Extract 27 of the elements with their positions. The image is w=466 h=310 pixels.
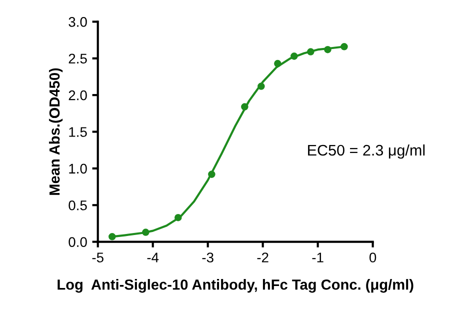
point [307,48,314,56]
y-tick-label: 0.0 [68,237,87,247]
annotation: EC50 = 2.3 μg/ml [308,144,425,159]
x-tick-label: 0 [369,252,376,262]
x-axis-title: Log Anti-Siglec-10 Antibody, hFc Tag Conc. (μg/ml) [58,279,414,293]
x-tick-label: -5 [92,252,104,262]
point [324,46,332,54]
point [142,228,150,236]
y-axis-title: Mean Abs.(OD450) [48,68,63,195]
point [258,82,265,90]
x-tick-label: -3 [202,252,214,262]
y-tick-label: 0.5 [68,200,87,210]
x-tick-label: -1 [312,252,324,262]
point [290,52,298,60]
y-tick-label: 2.5 [68,54,87,64]
point [108,233,116,240]
y-tick-label: 1.5 [69,127,87,137]
x-tick-label: -2 [257,252,268,262]
y-tick-label: 1.0 [69,164,87,174]
point [340,43,348,50]
point [208,170,216,178]
y-tick-label: 3.0 [68,17,87,27]
point [174,214,182,222]
point [241,103,248,110]
y-tick-label: 2.0 [68,90,87,100]
x-tick-label: -4 [147,252,159,262]
point [274,60,282,68]
